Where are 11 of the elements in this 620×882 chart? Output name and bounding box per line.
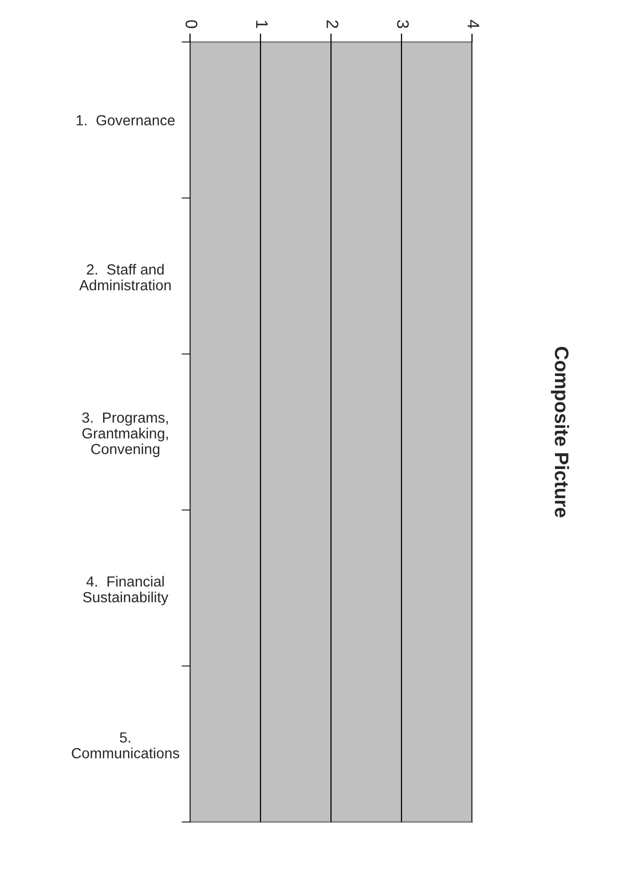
y-tick-label: 1. Governance <box>76 115 175 126</box>
y-tick-label: 5. Communications <box>72 732 180 758</box>
x-tick-label: 1 <box>256 20 268 28</box>
y-tick-label: 4. Financial Sustainability <box>83 576 168 606</box>
x-tick-label: 2 <box>326 20 338 28</box>
x-tick-label: 4 <box>468 20 480 28</box>
y-tick-label: 2. Staff and Administration <box>79 264 171 290</box>
text: Composite Picture <box>550 346 570 518</box>
y-tick-label: 3. Programs, Grantmaking, Convening <box>82 412 168 458</box>
x-tick-label: 3 <box>397 20 409 28</box>
x-tick-label: 0 <box>186 20 198 28</box>
